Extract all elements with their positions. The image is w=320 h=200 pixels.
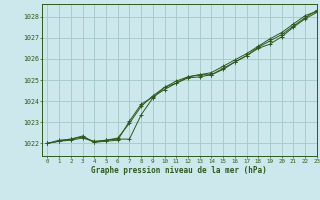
X-axis label: Graphe pression niveau de la mer (hPa): Graphe pression niveau de la mer (hPa)	[91, 166, 267, 175]
